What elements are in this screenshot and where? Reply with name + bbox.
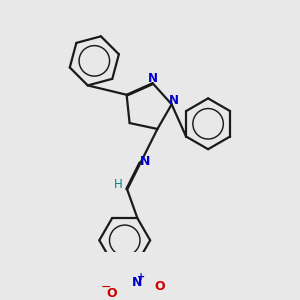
Text: N: N [169,94,179,107]
Text: −: − [101,281,111,294]
Text: O: O [154,280,165,293]
Text: H: H [114,178,123,191]
Text: O: O [107,287,117,300]
Text: N: N [132,276,142,290]
Text: +: + [137,272,145,282]
Text: N: N [148,72,158,85]
Text: N: N [140,155,151,168]
